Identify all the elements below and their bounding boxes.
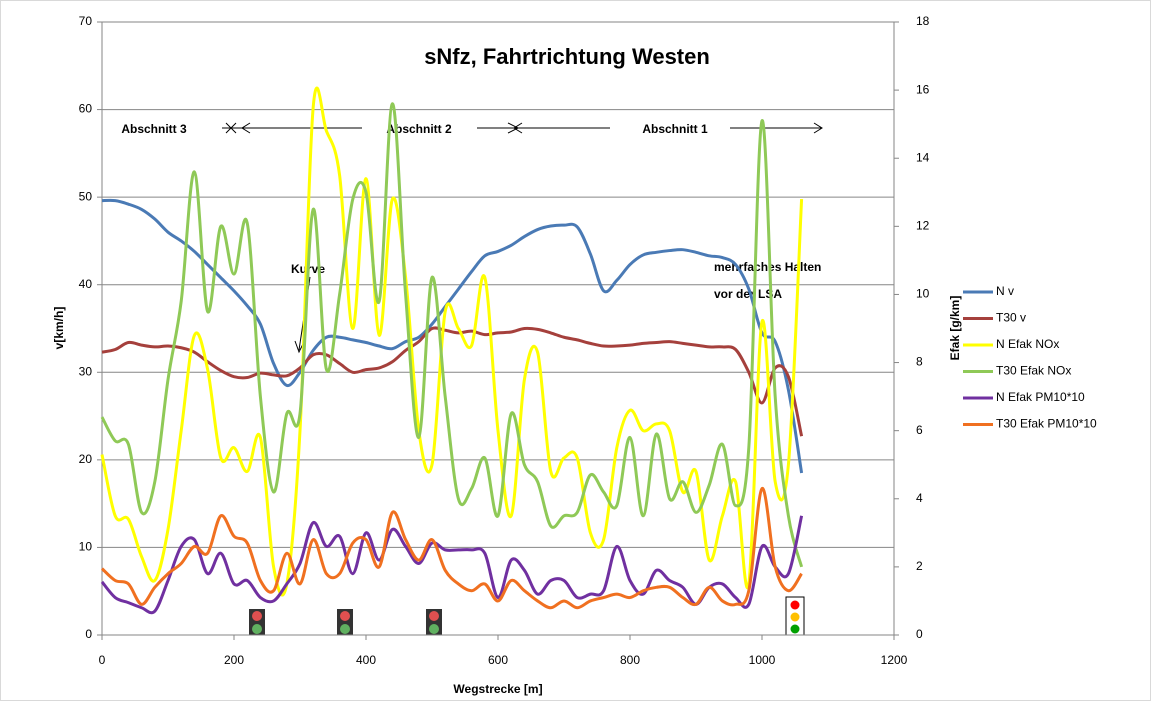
y2-tick-label: 6 bbox=[916, 423, 923, 437]
y-tick-label: 0 bbox=[85, 627, 92, 641]
series-line bbox=[101, 326, 804, 437]
y2-tick-label: 18 bbox=[916, 14, 930, 28]
x-tick-label: 400 bbox=[356, 653, 376, 667]
annotation: Abschnitt 3 bbox=[121, 122, 187, 136]
annotation: vor der LSA bbox=[714, 287, 782, 301]
series-line bbox=[100, 487, 803, 610]
y-tick-label: 40 bbox=[79, 277, 93, 291]
y2-axis-label: Efak [g/km] bbox=[948, 296, 962, 361]
x-tick-label: 1000 bbox=[749, 653, 776, 667]
annotation: Abschnitt 2 bbox=[386, 122, 452, 136]
legend-label: N Efak PM10*10 bbox=[996, 390, 1085, 404]
legend-label: N v bbox=[996, 284, 1014, 298]
x-tick-label: 0 bbox=[99, 653, 106, 667]
legend-label: T30 Efak NOx bbox=[996, 364, 1071, 378]
y-tick-label: 10 bbox=[79, 540, 93, 554]
y-tick-label: 50 bbox=[79, 189, 93, 203]
y-tick-label: 30 bbox=[79, 364, 93, 378]
y-axis-label: v[km/h] bbox=[52, 307, 66, 350]
x-tick-label: 600 bbox=[488, 653, 508, 667]
series-line bbox=[100, 102, 804, 568]
y2-tick-label: 10 bbox=[916, 287, 930, 301]
y-tick-label: 60 bbox=[79, 102, 93, 116]
y2-tick-label: 8 bbox=[916, 355, 923, 369]
y2-tick-label: 0 bbox=[916, 627, 923, 641]
traffic-lights bbox=[249, 596, 805, 636]
y2-tick-label: 2 bbox=[916, 559, 923, 573]
series-line bbox=[101, 198, 804, 474]
y-tick-label: 20 bbox=[79, 452, 93, 466]
series-line bbox=[100, 86, 804, 597]
chart-title: sNfz, Fahrtrichtung Westen bbox=[424, 44, 710, 69]
annotation: mehrfaches Halten bbox=[714, 260, 821, 274]
y2-tick-label: 14 bbox=[916, 150, 930, 164]
x-tick-label: 800 bbox=[620, 653, 640, 667]
x-tick-label: 1200 bbox=[881, 653, 908, 667]
series-line bbox=[100, 515, 804, 615]
y-tick-label: 70 bbox=[79, 14, 93, 28]
y2-tick-label: 16 bbox=[916, 82, 930, 96]
y2-tick-label: 4 bbox=[916, 491, 923, 505]
legend-label: T30 Efak PM10*10 bbox=[996, 417, 1097, 431]
legend-label: N Efak NOx bbox=[996, 337, 1059, 351]
legend-label: T30 v bbox=[996, 311, 1026, 325]
x-axis-label: Wegstrecke [m] bbox=[453, 682, 542, 696]
x-tick-label: 200 bbox=[224, 653, 244, 667]
annotation: Abschnitt 1 bbox=[642, 122, 708, 136]
y2-tick-label: 12 bbox=[916, 219, 930, 233]
